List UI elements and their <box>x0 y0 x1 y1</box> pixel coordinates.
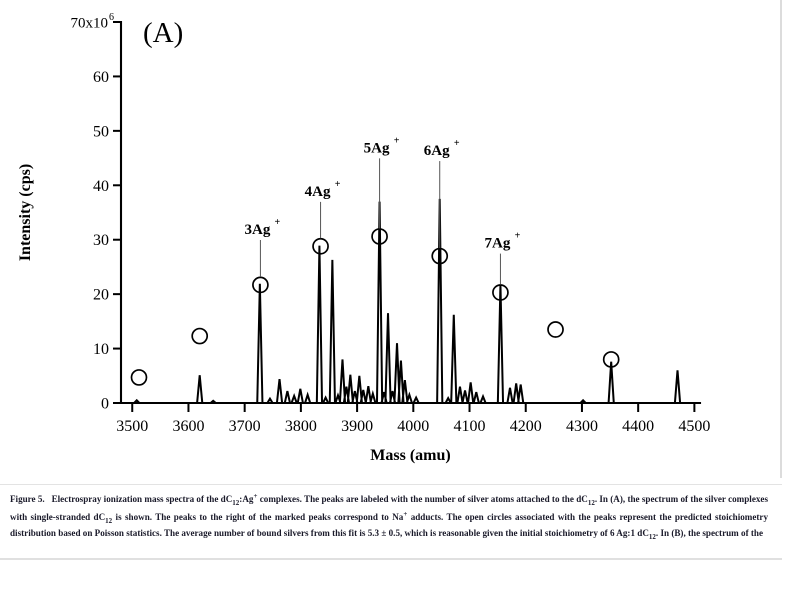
peak-label: 7Ag + <box>485 231 521 252</box>
poisson-prediction-circle <box>431 247 449 265</box>
svg-text:7Ag: 7Ag <box>485 236 511 252</box>
y-axis-tick-label: 50 <box>93 123 109 140</box>
x-axis-tick-label: 4100 <box>454 418 486 435</box>
x-axis-tick-label: 3800 <box>285 418 317 435</box>
page-right-margin <box>782 0 800 600</box>
svg-text:3Ag: 3Ag <box>244 222 270 238</box>
x-axis-tick-label: 3500 <box>116 418 148 435</box>
x-axis-tick-label: 4000 <box>397 418 429 435</box>
svg-text:6: 6 <box>109 12 114 23</box>
svg-text:+: + <box>394 135 400 146</box>
peak-label: 6Ag + <box>424 138 460 159</box>
plot-axes <box>119 20 702 405</box>
y-axis-tick-label: 60 <box>93 69 109 86</box>
y-axis-tick-label: 0 <box>101 396 109 413</box>
poisson-prediction-circle <box>191 327 209 345</box>
svg-text:70x10: 70x10 <box>71 16 109 32</box>
caption-lead: Figure 5. <box>10 494 45 505</box>
svg-text:6Ag: 6Ag <box>424 143 450 159</box>
y-axis-exponent-label: 70x10 6 <box>71 12 115 32</box>
svg-text:5Ag: 5Ag <box>364 140 390 156</box>
peak-label: 4Ag + <box>305 179 341 200</box>
x-axis-tick-label: 3900 <box>341 418 373 435</box>
figure-caption-panel: Figure 5. Electrospray ionization mass s… <box>0 484 782 560</box>
figure-caption: Figure 5. Electrospray ionization mass s… <box>6 491 770 543</box>
x-axis-tick-label: 4500 <box>678 418 710 435</box>
y-axis-tick-label: 10 <box>93 341 109 358</box>
poisson-prediction-circle <box>371 228 388 245</box>
x-axis-tick-label: 3600 <box>172 418 204 435</box>
y-axis-tick-label: 40 <box>93 178 109 195</box>
x-axis-title: Mass (amu) <box>370 447 450 464</box>
x-axis-tick-label: 4200 <box>510 418 542 435</box>
svg-text:+: + <box>454 138 460 149</box>
peak-label: 5Ag + <box>364 135 400 156</box>
figure-panel: 0 10 20 30 40 50 60 70x10 6 3500 3600 3700 3800 3900 4… <box>17 0 782 478</box>
poisson-prediction-circle <box>602 351 620 368</box>
poisson-prediction-circle <box>312 237 329 255</box>
peak-label: 3Ag + <box>244 217 280 238</box>
svg-text:+: + <box>515 231 521 242</box>
svg-text:+: + <box>275 217 281 228</box>
svg-text:4Ag: 4Ag <box>305 184 331 200</box>
poisson-prediction-circle <box>252 276 269 294</box>
y-axis-tick-label: 30 <box>93 232 109 249</box>
x-axis-tick-label: 4300 <box>566 418 598 435</box>
y-axis-title: Intensity (cps) <box>17 164 34 261</box>
svg-text:+: + <box>335 179 341 190</box>
x-axis-tick-label: 4400 <box>622 418 654 435</box>
y-axis-tick-label: 20 <box>93 287 109 304</box>
panel-letter: (A) <box>143 17 183 49</box>
x-axis-tick-label: 3700 <box>229 418 261 435</box>
page-bottom-margin <box>0 560 800 600</box>
caption-body: Electrospray ionization mass spectra of … <box>10 492 768 541</box>
mass-spectrum-chart: 0 10 20 30 40 50 60 70x10 6 3500 3600 3700 3800 3900 4… <box>17 12 710 464</box>
poisson-prediction-circle <box>130 369 148 386</box>
poisson-prediction-circle <box>547 321 564 338</box>
spectrum-trace <box>121 198 700 404</box>
poisson-prediction-circle <box>492 284 509 301</box>
